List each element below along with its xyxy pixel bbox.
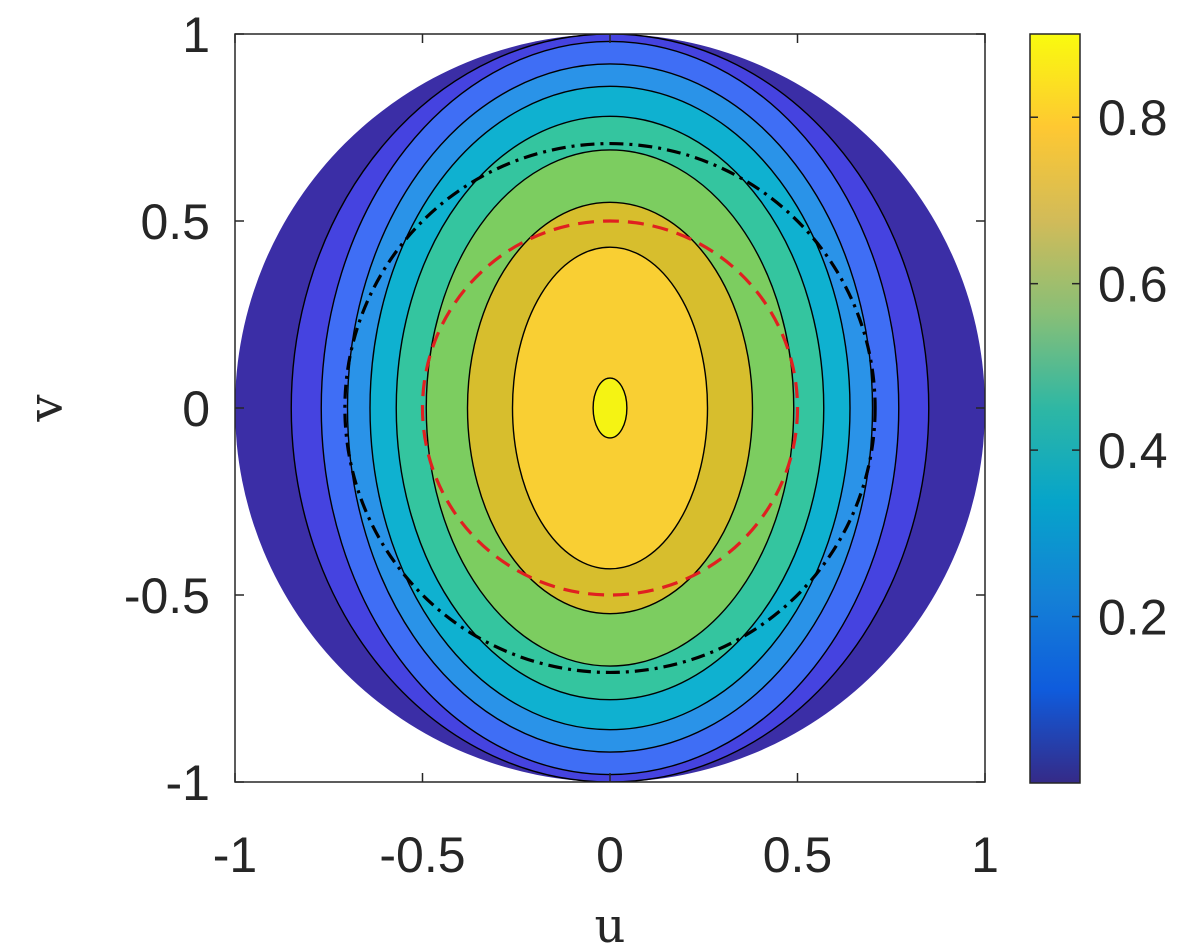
x-tick-label: 0.5 (763, 827, 833, 883)
y-axis-title: v (18, 394, 74, 422)
x-tick-label: 0 (596, 827, 624, 883)
colorbar-tick-label: 0.4 (1098, 423, 1168, 479)
colorbar: 0.2 0.4 0.6 0.8 (1029, 33, 1168, 784)
y-tick-label: -0.5 (124, 568, 210, 624)
y-tick-label: 0.5 (140, 194, 210, 250)
reference-circles (343, 141, 877, 675)
reference-circle-dashed (420, 219, 800, 597)
x-tick-label: 1 (971, 827, 999, 883)
colorbar-ticks: 0.2 0.4 0.6 0.8 (1030, 90, 1168, 646)
plot-area: -1 -0.5 0 0.5 1 -1 -0.5 0 0.5 1 (124, 7, 999, 883)
x-tick-label: -0.5 (379, 827, 465, 883)
colorbar-tick-label: 0.2 (1098, 590, 1168, 646)
x-axis-title: u (595, 898, 626, 950)
reference-circle-dashdot (343, 141, 877, 675)
y-tick-label: 0 (182, 381, 210, 437)
x-tick-label: -1 (213, 827, 257, 883)
contour-bands (235, 34, 985, 782)
y-axis: -1 -0.5 0 0.5 1 (124, 7, 985, 811)
colorbar-gradient (1029, 33, 1081, 784)
colorbar-tick-label: 0.8 (1098, 90, 1168, 146)
contour-band-0.9 (592, 377, 628, 439)
colorbar-tick-label: 0.6 (1098, 257, 1168, 313)
y-tick-label: -1 (166, 755, 210, 811)
x-axis: -1 -0.5 0 0.5 1 (213, 34, 999, 883)
y-tick-label: 1 (182, 7, 210, 63)
